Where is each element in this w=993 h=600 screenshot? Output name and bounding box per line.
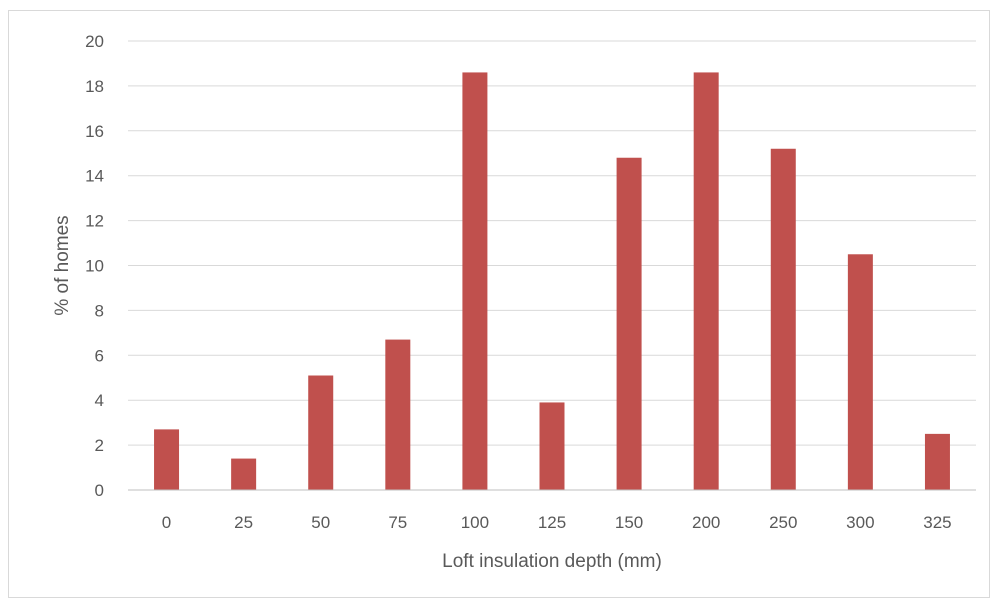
bar bbox=[539, 402, 565, 490]
x-tick-label: 325 bbox=[923, 513, 951, 532]
x-tick-label: 150 bbox=[615, 513, 643, 532]
chart-frame bbox=[8, 10, 990, 598]
bar bbox=[154, 429, 180, 490]
x-tick-label: 250 bbox=[769, 513, 797, 532]
y-tick-label: 4 bbox=[95, 391, 104, 410]
y-tick-label: 18 bbox=[85, 77, 104, 96]
bar bbox=[847, 254, 873, 490]
x-tick-label: 50 bbox=[311, 513, 330, 532]
bar bbox=[462, 72, 488, 491]
x-axis-tick-labels: 0 25 50 75 100 125 150 200 250 300 325 bbox=[162, 513, 952, 532]
y-axis-title: % of homes bbox=[52, 215, 73, 315]
y-axis-tick-labels: 0 2 4 6 8 10 12 14 16 18 20 bbox=[85, 32, 104, 500]
bar bbox=[693, 72, 719, 491]
bar-series bbox=[154, 72, 950, 491]
x-tick-label: 25 bbox=[234, 513, 253, 532]
y-tick-label: 8 bbox=[95, 301, 104, 320]
y-tick-label: 20 bbox=[85, 32, 104, 51]
bar bbox=[924, 433, 950, 490]
y-tick-label: 2 bbox=[95, 436, 104, 455]
y-tick-label: 16 bbox=[85, 122, 104, 141]
y-tick-label: 0 bbox=[95, 481, 104, 500]
bar bbox=[308, 375, 334, 490]
x-tick-label: 300 bbox=[846, 513, 874, 532]
x-axis-title: Loft insulation depth (mm) bbox=[442, 551, 662, 572]
bar bbox=[231, 458, 257, 490]
x-tick-label: 75 bbox=[388, 513, 407, 532]
x-tick-label: 200 bbox=[692, 513, 720, 532]
y-tick-label: 12 bbox=[85, 212, 104, 231]
gridlines bbox=[128, 40, 976, 446]
x-tick-label: 125 bbox=[538, 513, 566, 532]
y-tick-label: 6 bbox=[95, 346, 104, 365]
bar bbox=[770, 148, 796, 490]
bar bbox=[616, 157, 642, 491]
bar bbox=[385, 339, 411, 490]
x-tick-label: 100 bbox=[461, 513, 489, 532]
x-tick-label: 0 bbox=[162, 513, 171, 532]
y-tick-label: 14 bbox=[85, 167, 104, 186]
y-tick-label: 10 bbox=[85, 257, 104, 276]
